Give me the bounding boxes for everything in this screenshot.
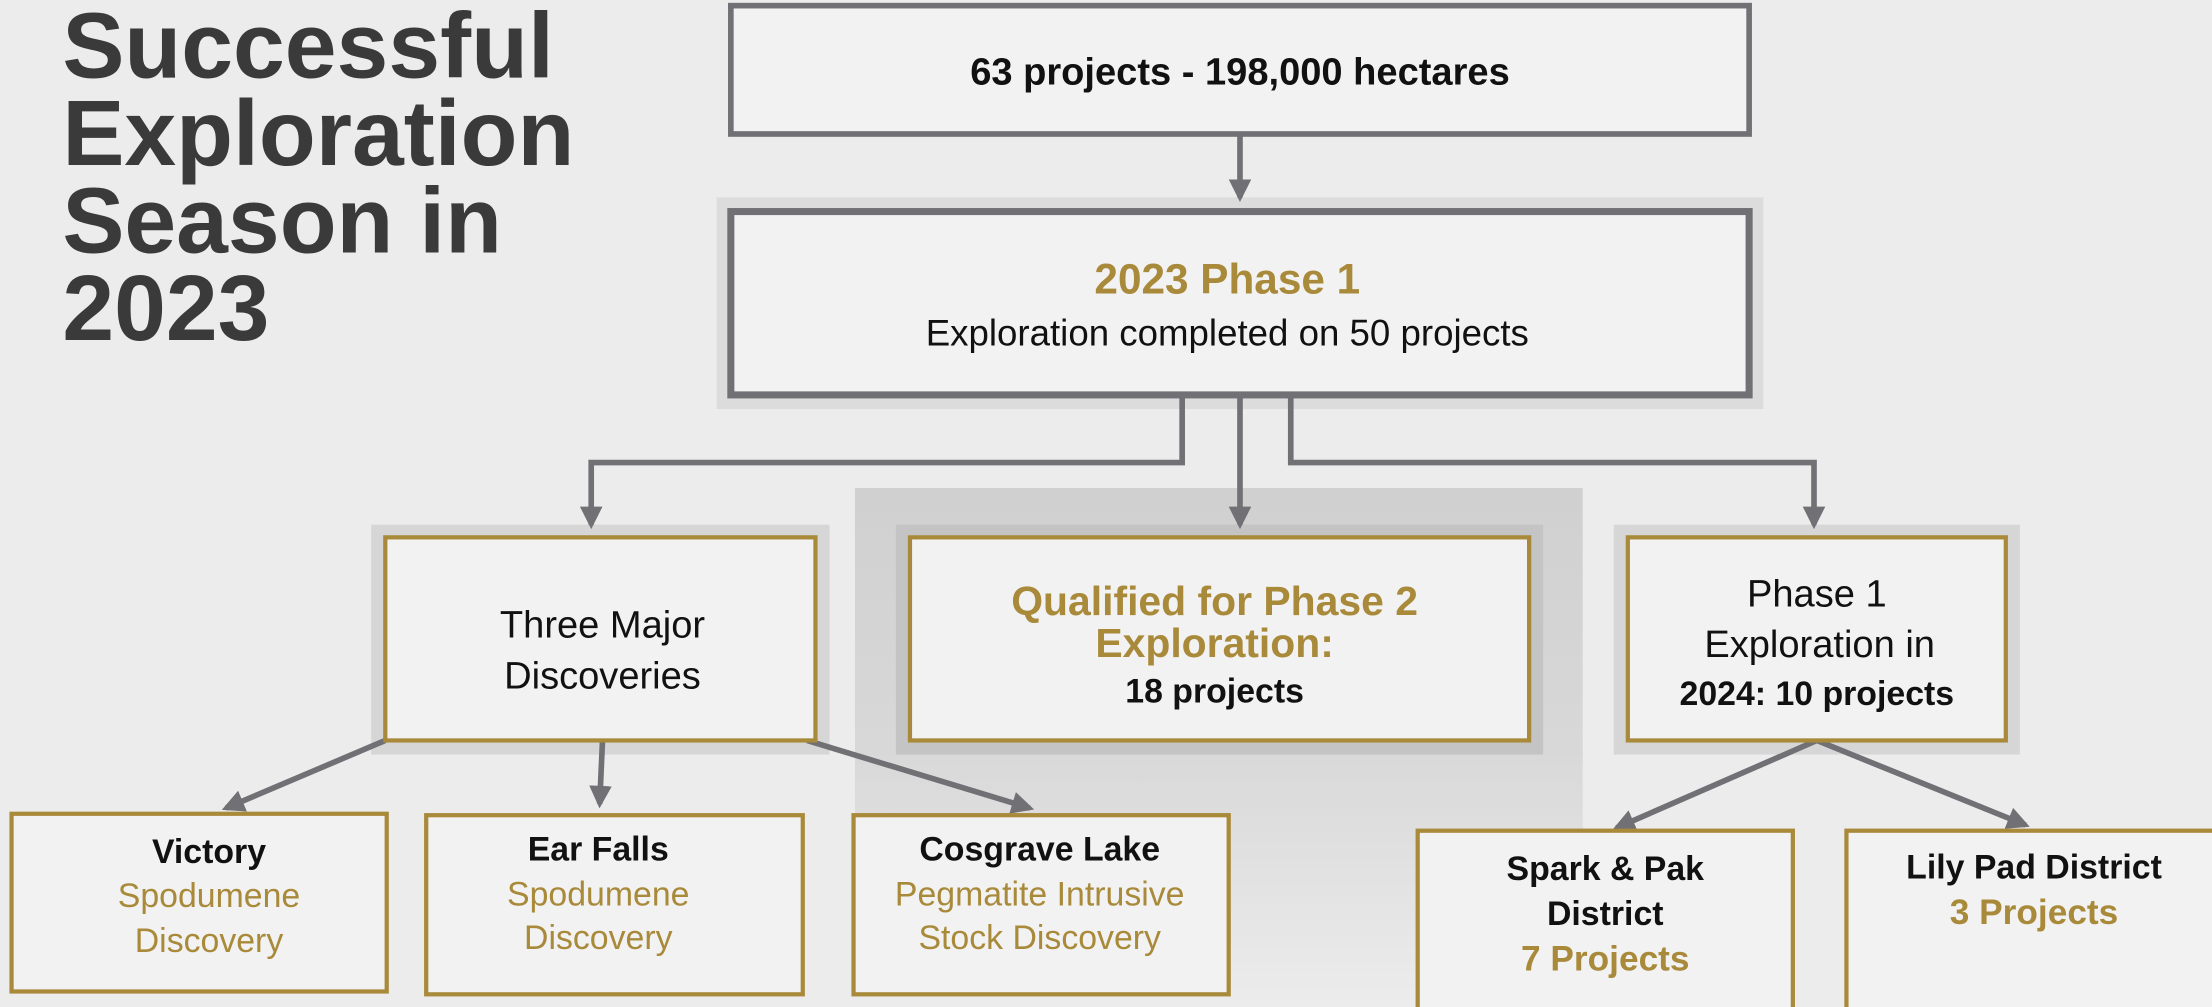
node-name: Victory [152,833,266,871]
box [424,813,805,997]
node-detail: Spodumene [507,875,689,913]
box [728,2,1752,137]
box [1844,828,2212,1007]
node-text: 18 projects [1125,672,1304,710]
node-detail: Pegmatite Intrusive [895,875,1185,913]
node-heading: Qualified for Phase 2 [1011,578,1418,624]
node-text: 63 projects - 198,000 hectares [970,52,1510,94]
node-text: 2024: 10 projects [1680,675,1955,713]
node-text: Exploration in [1704,624,1935,666]
node-text: Three Major [500,604,706,646]
box [727,208,1753,399]
node-detail: Spodumene [118,877,300,915]
node-detail: 3 Projects [1950,893,2119,932]
title: Successful Exploration Season in 2023 [62,0,574,360]
title-line: Season in [62,168,502,272]
box [907,535,1532,743]
box [1625,535,2008,743]
node-heading: 2023 Phase 1 [1094,255,1360,302]
node-name: Spark & Pak [1507,850,1705,888]
node-name: District [1547,895,1664,933]
box [1415,828,1795,1007]
title-line: Exploration [62,81,574,185]
box [851,813,1231,997]
node-heading: Exploration: [1095,620,1334,666]
node-name: Cosgrave Lake [919,830,1160,868]
node-text: Exploration completed on 50 projects [926,313,1529,354]
node-text: Discoveries [504,655,701,697]
node-text: Phase 1 [1747,573,1887,615]
boxes [9,2,2212,1007]
node-detail: Discovery [524,919,673,957]
node-name: Lily Pad District [1906,849,2162,887]
box [383,535,818,743]
node-detail: Stock Discovery [918,919,1161,957]
node-name: Ear Falls [528,830,669,868]
title-line: Successful [62,0,553,98]
connectors [221,133,2030,832]
box [9,811,389,994]
node-detail: Discovery [135,922,284,960]
node-detail: 7 Projects [1521,939,1690,978]
title-line: 2023 [62,256,269,360]
